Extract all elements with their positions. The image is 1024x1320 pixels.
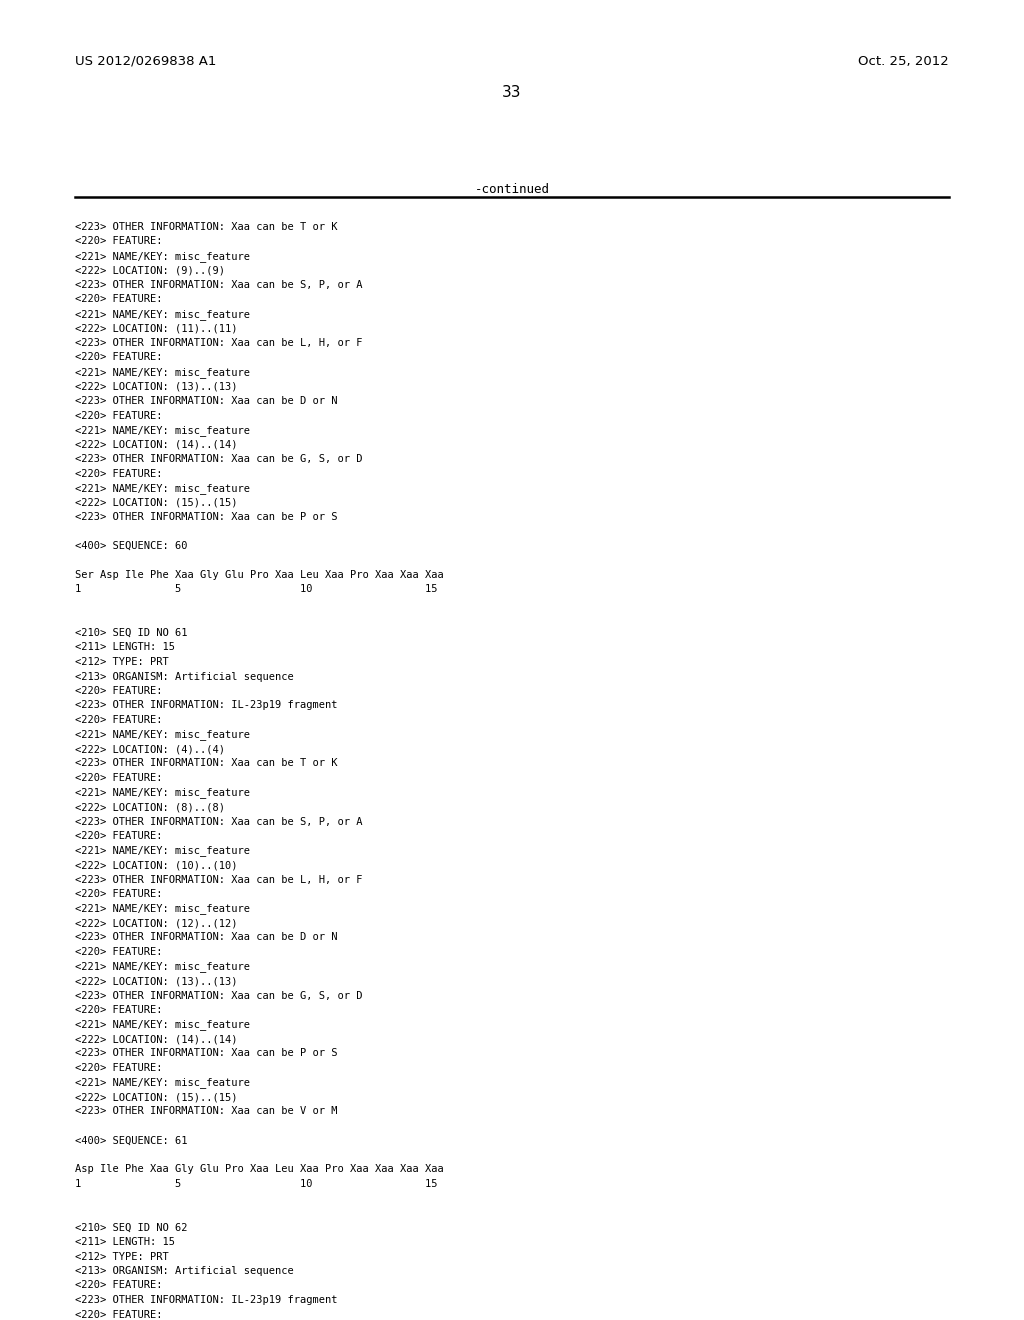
Text: US 2012/0269838 A1: US 2012/0269838 A1	[75, 55, 216, 69]
Text: <220> FEATURE:: <220> FEATURE:	[75, 352, 163, 363]
Text: <223> OTHER INFORMATION: IL-23p19 fragment: <223> OTHER INFORMATION: IL-23p19 fragme…	[75, 1295, 338, 1305]
Text: <221> NAME/KEY: misc_feature: <221> NAME/KEY: misc_feature	[75, 788, 250, 799]
Text: <223> OTHER INFORMATION: Xaa can be P or S: <223> OTHER INFORMATION: Xaa can be P or…	[75, 512, 338, 521]
Text: <220> FEATURE:: <220> FEATURE:	[75, 236, 163, 247]
Text: <221> NAME/KEY: misc_feature: <221> NAME/KEY: misc_feature	[75, 309, 250, 319]
Text: <220> FEATURE:: <220> FEATURE:	[75, 774, 163, 783]
Text: <222> LOCATION: (8)..(8): <222> LOCATION: (8)..(8)	[75, 803, 225, 812]
Text: <213> ORGANISM: Artificial sequence: <213> ORGANISM: Artificial sequence	[75, 672, 294, 681]
Text: <221> NAME/KEY: misc_feature: <221> NAME/KEY: misc_feature	[75, 1019, 250, 1031]
Text: <223> OTHER INFORMATION: Xaa can be T or K: <223> OTHER INFORMATION: Xaa can be T or…	[75, 759, 338, 768]
Text: <220> FEATURE:: <220> FEATURE:	[75, 1005, 163, 1015]
Text: <222> LOCATION: (10)..(10): <222> LOCATION: (10)..(10)	[75, 861, 238, 870]
Text: <221> NAME/KEY: misc_feature: <221> NAME/KEY: misc_feature	[75, 367, 250, 378]
Text: 1               5                   10                  15: 1 5 10 15	[75, 585, 437, 594]
Text: <223> OTHER INFORMATION: Xaa can be S, P, or A: <223> OTHER INFORMATION: Xaa can be S, P…	[75, 817, 362, 826]
Text: <222> LOCATION: (15)..(15): <222> LOCATION: (15)..(15)	[75, 1092, 238, 1102]
Text: <220> FEATURE:: <220> FEATURE:	[75, 946, 163, 957]
Text: <223> OTHER INFORMATION: Xaa can be V or M: <223> OTHER INFORMATION: Xaa can be V or…	[75, 1106, 338, 1117]
Text: <222> LOCATION: (14)..(14): <222> LOCATION: (14)..(14)	[75, 440, 238, 450]
Text: <222> LOCATION: (9)..(9): <222> LOCATION: (9)..(9)	[75, 265, 225, 276]
Text: <223> OTHER INFORMATION: Xaa can be G, S, or D: <223> OTHER INFORMATION: Xaa can be G, S…	[75, 990, 362, 1001]
Text: 1               5                   10                  15: 1 5 10 15	[75, 1179, 437, 1189]
Text: <220> FEATURE:: <220> FEATURE:	[75, 686, 163, 696]
Text: <223> OTHER INFORMATION: Xaa can be L, H, or F: <223> OTHER INFORMATION: Xaa can be L, H…	[75, 338, 362, 348]
Text: <220> FEATURE:: <220> FEATURE:	[75, 888, 163, 899]
Text: <220> FEATURE:: <220> FEATURE:	[75, 1280, 163, 1291]
Text: <222> LOCATION: (4)..(4): <222> LOCATION: (4)..(4)	[75, 744, 225, 754]
Text: <223> OTHER INFORMATION: Xaa can be T or K: <223> OTHER INFORMATION: Xaa can be T or…	[75, 222, 338, 232]
Text: <221> NAME/KEY: misc_feature: <221> NAME/KEY: misc_feature	[75, 425, 250, 436]
Text: <223> OTHER INFORMATION: IL-23p19 fragment: <223> OTHER INFORMATION: IL-23p19 fragme…	[75, 701, 338, 710]
Text: Asp Ile Phe Xaa Gly Glu Pro Xaa Leu Xaa Pro Xaa Xaa Xaa Xaa: Asp Ile Phe Xaa Gly Glu Pro Xaa Leu Xaa …	[75, 1164, 443, 1175]
Text: <212> TYPE: PRT: <212> TYPE: PRT	[75, 657, 169, 667]
Text: <221> NAME/KEY: misc_feature: <221> NAME/KEY: misc_feature	[75, 1077, 250, 1089]
Text: <220> FEATURE:: <220> FEATURE:	[75, 1063, 163, 1073]
Text: <213> ORGANISM: Artificial sequence: <213> ORGANISM: Artificial sequence	[75, 1266, 294, 1276]
Text: 33: 33	[502, 84, 522, 100]
Text: <220> FEATURE:: <220> FEATURE:	[75, 1309, 163, 1320]
Text: <211> LENGTH: 15: <211> LENGTH: 15	[75, 643, 175, 652]
Text: <222> LOCATION: (11)..(11): <222> LOCATION: (11)..(11)	[75, 323, 238, 334]
Text: <223> OTHER INFORMATION: Xaa can be D or N: <223> OTHER INFORMATION: Xaa can be D or…	[75, 932, 338, 942]
Text: <400> SEQUENCE: 60: <400> SEQUENCE: 60	[75, 541, 187, 550]
Text: <222> LOCATION: (15)..(15): <222> LOCATION: (15)..(15)	[75, 498, 238, 507]
Text: <222> LOCATION: (12)..(12): <222> LOCATION: (12)..(12)	[75, 917, 238, 928]
Text: <223> OTHER INFORMATION: Xaa can be L, H, or F: <223> OTHER INFORMATION: Xaa can be L, H…	[75, 874, 362, 884]
Text: <222> LOCATION: (13)..(13): <222> LOCATION: (13)..(13)	[75, 975, 238, 986]
Text: <223> OTHER INFORMATION: Xaa can be D or N: <223> OTHER INFORMATION: Xaa can be D or…	[75, 396, 338, 407]
Text: <222> LOCATION: (13)..(13): <222> LOCATION: (13)..(13)	[75, 381, 238, 392]
Text: <223> OTHER INFORMATION: Xaa can be G, S, or D: <223> OTHER INFORMATION: Xaa can be G, S…	[75, 454, 362, 465]
Text: <221> NAME/KEY: misc_feature: <221> NAME/KEY: misc_feature	[75, 730, 250, 741]
Text: <223> OTHER INFORMATION: Xaa can be S, P, or A: <223> OTHER INFORMATION: Xaa can be S, P…	[75, 280, 362, 290]
Text: Ser Asp Ile Phe Xaa Gly Glu Pro Xaa Leu Xaa Pro Xaa Xaa Xaa: Ser Asp Ile Phe Xaa Gly Glu Pro Xaa Leu …	[75, 570, 443, 579]
Text: <211> LENGTH: 15: <211> LENGTH: 15	[75, 1237, 175, 1247]
Text: <221> NAME/KEY: misc_feature: <221> NAME/KEY: misc_feature	[75, 903, 250, 915]
Text: <222> LOCATION: (14)..(14): <222> LOCATION: (14)..(14)	[75, 1034, 238, 1044]
Text: <221> NAME/KEY: misc_feature: <221> NAME/KEY: misc_feature	[75, 846, 250, 857]
Text: Oct. 25, 2012: Oct. 25, 2012	[858, 55, 949, 69]
Text: <210> SEQ ID NO 62: <210> SEQ ID NO 62	[75, 1222, 187, 1233]
Text: <220> FEATURE:: <220> FEATURE:	[75, 715, 163, 725]
Text: <220> FEATURE:: <220> FEATURE:	[75, 469, 163, 479]
Text: <210> SEQ ID NO 61: <210> SEQ ID NO 61	[75, 628, 187, 638]
Text: <212> TYPE: PRT: <212> TYPE: PRT	[75, 1251, 169, 1262]
Text: <220> FEATURE:: <220> FEATURE:	[75, 411, 163, 421]
Text: <223> OTHER INFORMATION: Xaa can be P or S: <223> OTHER INFORMATION: Xaa can be P or…	[75, 1048, 338, 1059]
Text: <221> NAME/KEY: misc_feature: <221> NAME/KEY: misc_feature	[75, 251, 250, 261]
Text: -continued: -continued	[474, 183, 550, 195]
Text: <220> FEATURE:: <220> FEATURE:	[75, 294, 163, 305]
Text: <220> FEATURE:: <220> FEATURE:	[75, 832, 163, 841]
Text: <400> SEQUENCE: 61: <400> SEQUENCE: 61	[75, 1135, 187, 1146]
Text: <221> NAME/KEY: misc_feature: <221> NAME/KEY: misc_feature	[75, 961, 250, 973]
Text: <221> NAME/KEY: misc_feature: <221> NAME/KEY: misc_feature	[75, 483, 250, 494]
